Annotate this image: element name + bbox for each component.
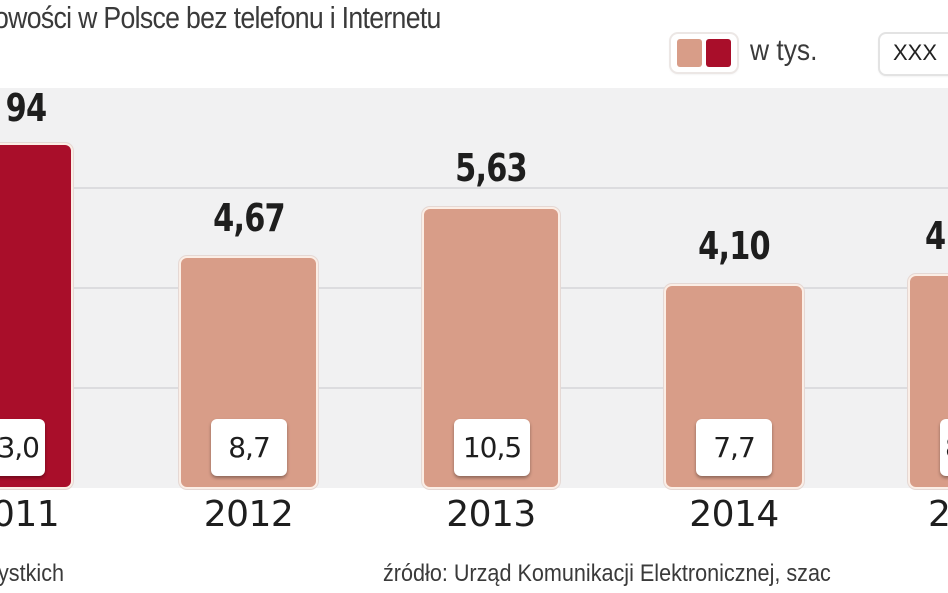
bar-value: 5,63 xyxy=(455,146,528,190)
legend-color-highlight xyxy=(706,39,731,67)
legend-color-regular xyxy=(677,39,702,67)
bar-2011: 3,0 xyxy=(0,145,71,487)
bar-value: 4,10 xyxy=(698,224,771,268)
footnote-left: ystkich xyxy=(0,560,65,587)
inner-value-box: 8 xyxy=(940,419,948,476)
inner-value-box: 8,7 xyxy=(211,419,287,476)
bar-2012: 8,7 xyxy=(181,258,316,487)
year-label: 2014 xyxy=(689,494,779,535)
bar-2013: 10,5 xyxy=(424,209,558,487)
bar-value: 4 xyxy=(925,214,946,258)
gridline xyxy=(0,187,948,189)
year-label: 2013 xyxy=(446,494,536,535)
legend-swatch xyxy=(671,34,737,72)
year-label: 2012 xyxy=(203,494,294,535)
chart-title: owości w Polsce bez telefonu i Internetu xyxy=(0,0,441,35)
year-label: 011 xyxy=(0,494,60,535)
bar-2015: 8 xyxy=(910,276,948,487)
source-note: źródło: Urząd Komunikacji Elektronicznej… xyxy=(383,560,831,587)
inner-value-box: 7,7 xyxy=(696,419,772,476)
legend-value-box: XXX xyxy=(880,34,948,74)
legend-unit-label: w tys. xyxy=(750,34,818,67)
inner-value-box: 10,5 xyxy=(454,419,530,476)
year-label: 2 xyxy=(928,494,948,535)
bar-value: 4,67 xyxy=(213,196,286,240)
bar-2014: 7,7 xyxy=(666,286,802,487)
bar-value: 94 xyxy=(5,86,48,130)
inner-value-box: 3,0 xyxy=(0,419,45,476)
